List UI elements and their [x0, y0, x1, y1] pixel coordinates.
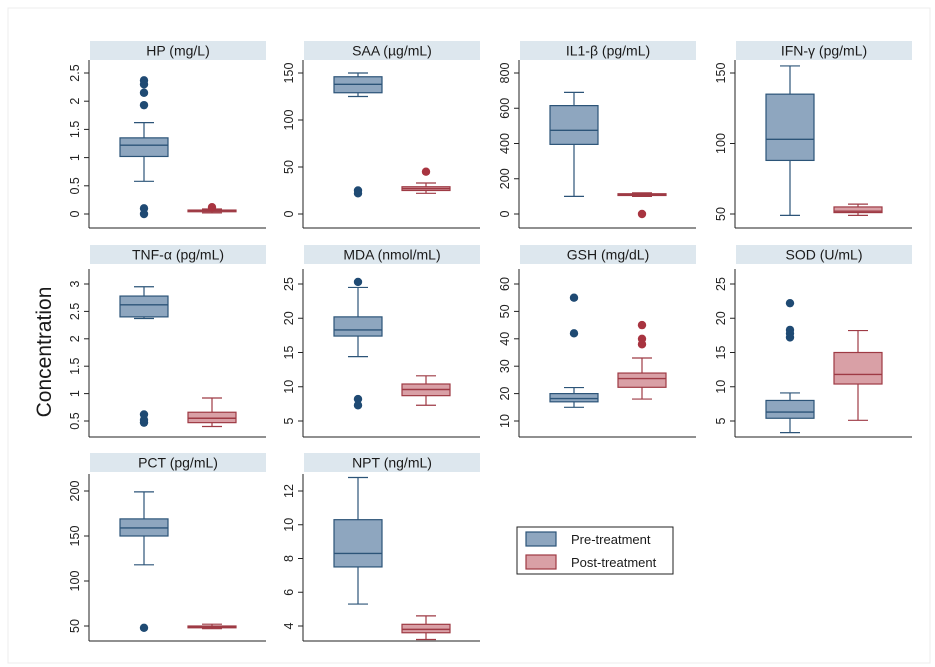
- outlier-point: [140, 410, 148, 418]
- panel-title: PCT (pg/mL): [138, 455, 218, 471]
- y-tick-label: 60: [498, 277, 512, 291]
- y-tick-label: 1.5: [68, 121, 82, 138]
- y-tick-label: 20: [282, 311, 296, 325]
- panel-title: TNF-α (pg/mL): [132, 247, 224, 263]
- y-tick-label: 10: [714, 380, 728, 394]
- y-tick-label: 5: [714, 417, 728, 424]
- y-tick-label: 50: [714, 207, 728, 221]
- y-tick-label: 800: [498, 63, 512, 84]
- y-tick-label: 25: [282, 277, 296, 291]
- panel-title: MDA (nmol/mL): [343, 247, 440, 263]
- y-tick-label: 50: [498, 304, 512, 318]
- outlier-point: [354, 395, 362, 403]
- y-tick-label: 5: [282, 417, 296, 424]
- y-tick-label: 2.5: [68, 64, 82, 81]
- panel-title: IL1-β (pg/mL): [566, 43, 650, 59]
- outlier-point: [786, 326, 794, 334]
- panel-title: NPT (ng/mL): [352, 455, 432, 471]
- y-tick-label: 1: [68, 154, 82, 161]
- iqr-box: [834, 353, 882, 385]
- legend: Pre-treatment Post-treatment: [517, 527, 673, 574]
- panel-title: HP (mg/L): [146, 43, 210, 59]
- iqr-box: [120, 138, 168, 157]
- y-tick-label: 15: [714, 346, 728, 360]
- panel-title: SOD (U/mL): [786, 247, 863, 263]
- legend-pre-label: Pre-treatment: [571, 532, 651, 547]
- iqr-box: [188, 412, 236, 422]
- outlier-point: [140, 101, 148, 109]
- y-tick-label: 0.5: [68, 177, 82, 194]
- y-tick-label: 10: [282, 380, 296, 394]
- y-tick-label: 50: [282, 160, 296, 174]
- outlier-point: [570, 329, 578, 337]
- outlier-point: [570, 294, 578, 302]
- iqr-box: [120, 296, 168, 317]
- y-tick-label: 40: [498, 332, 512, 346]
- y-tick-label: 2: [68, 335, 82, 342]
- outlier-point: [208, 203, 216, 211]
- y-tick-label: 100: [282, 110, 296, 131]
- y-tick-label: 150: [68, 526, 82, 547]
- outlier-point: [140, 76, 148, 84]
- outlier-point: [140, 624, 148, 632]
- outlier-point: [422, 168, 430, 176]
- legend-pre-swatch: [526, 532, 556, 546]
- y-tick-label: 150: [282, 63, 296, 84]
- y-tick-label: 400: [498, 133, 512, 154]
- y-tick-label: 0: [498, 210, 512, 217]
- panel-title: SAA (µg/mL): [352, 43, 432, 59]
- outlier-point: [140, 89, 148, 97]
- y-tick-label: 20: [498, 387, 512, 401]
- y-tick-label: 1: [68, 390, 82, 397]
- y-tick-label: 50: [68, 619, 82, 633]
- y-tick-label: 100: [68, 571, 82, 592]
- y-tick-label: 600: [498, 98, 512, 119]
- y-tick-label: 2.5: [68, 303, 82, 320]
- y-tick-label: 200: [498, 168, 512, 189]
- y-tick-label: 1.5: [68, 357, 82, 374]
- y-tick-label: 0: [282, 210, 296, 217]
- legend-post-label: Post-treatment: [571, 555, 657, 570]
- y-tick-label: 0: [68, 210, 82, 217]
- outlier-point: [354, 278, 362, 286]
- iqr-box: [550, 394, 598, 402]
- y-tick-label: 6: [282, 589, 296, 596]
- iqr-box: [402, 624, 450, 632]
- iqr-box: [334, 520, 382, 567]
- y-tick-label: 20: [714, 311, 728, 325]
- y-tick-label: 150: [714, 63, 728, 84]
- y-tick-label: 12: [282, 484, 296, 498]
- outlier-point: [638, 335, 646, 343]
- y-tick-label: 25: [714, 277, 728, 291]
- y-tick-label: 8: [282, 555, 296, 562]
- y-tick-label: 30: [498, 359, 512, 373]
- iqr-box: [618, 373, 666, 387]
- y-tick-label: 4: [282, 622, 296, 629]
- y-tick-label: 10: [498, 414, 512, 428]
- y-tick-label: 100: [714, 133, 728, 154]
- y-tick-label: 3: [68, 280, 82, 287]
- iqr-box: [766, 94, 814, 160]
- y-axis-title: Concentration: [33, 287, 56, 418]
- outlier-point: [140, 204, 148, 212]
- outlier-point: [638, 210, 646, 218]
- outlier-point: [638, 321, 646, 329]
- y-tick-label: 15: [282, 346, 296, 360]
- panel-title: GSH (mg/dL): [567, 247, 649, 263]
- outlier-point: [786, 299, 794, 307]
- iqr-box: [766, 400, 814, 418]
- legend-post-swatch: [526, 555, 556, 569]
- y-tick-label: 2: [68, 98, 82, 105]
- y-tick-label: 0.5: [68, 412, 82, 429]
- iqr-box: [334, 317, 382, 336]
- iqr-box: [550, 106, 598, 145]
- y-tick-label: 10: [282, 518, 296, 532]
- panel-title: IFN-γ (pg/mL): [781, 43, 867, 59]
- outlier-point: [354, 186, 362, 194]
- y-tick-label: 200: [68, 481, 82, 502]
